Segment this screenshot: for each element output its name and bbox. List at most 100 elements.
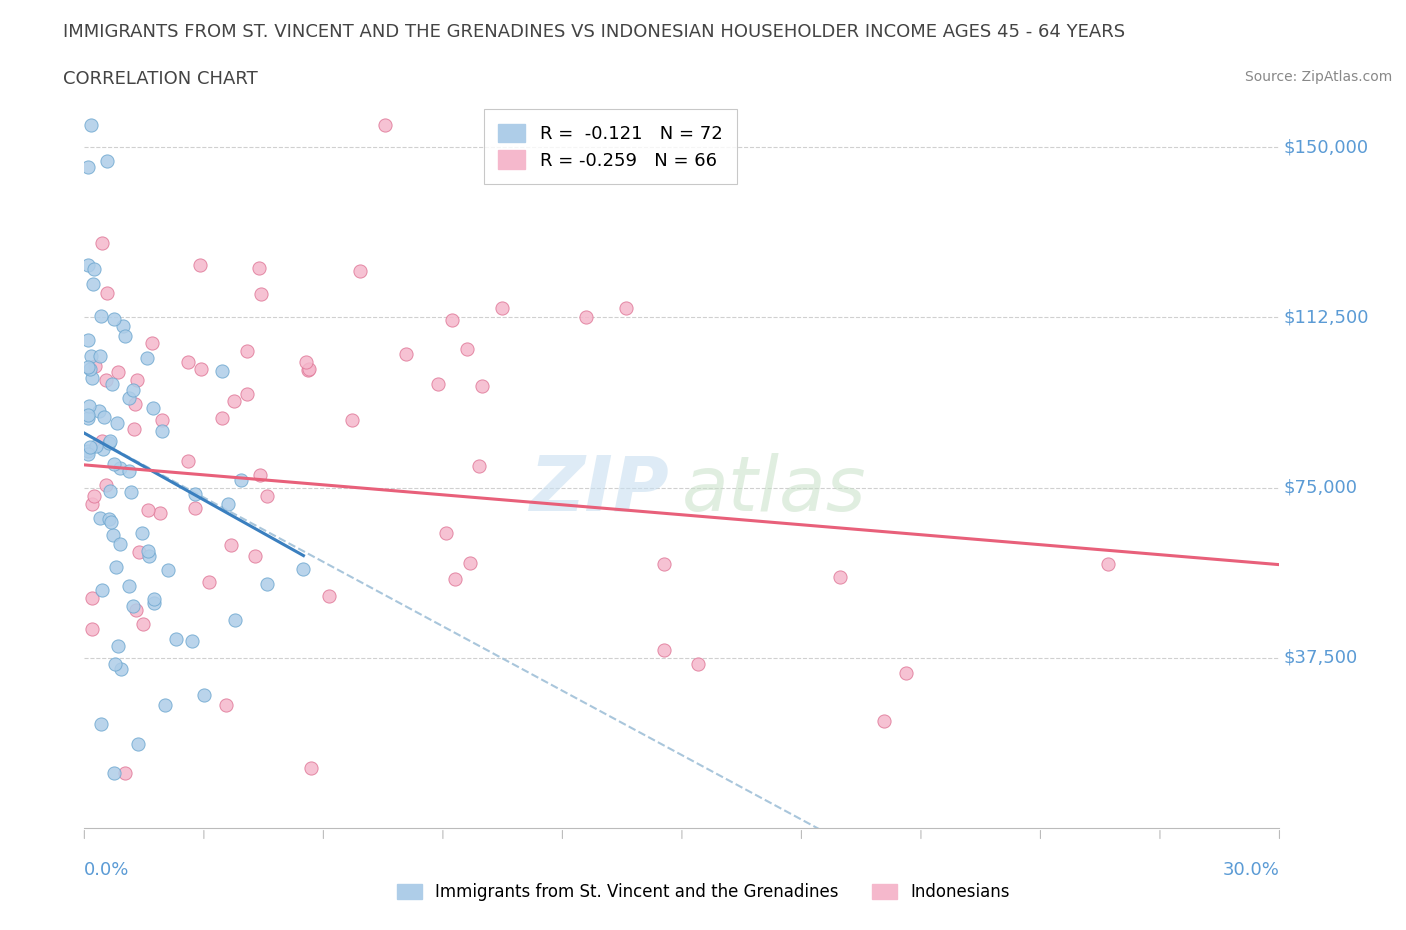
Text: IMMIGRANTS FROM ST. VINCENT AND THE GRENADINES VS INDONESIAN HOUSEHOLDER INCOME : IMMIGRANTS FROM ST. VINCENT AND THE GREN… (63, 23, 1125, 41)
Point (149, 506, 172, 521)
Point (298, 362, 321, 377)
Point (80, 348, 103, 363)
Point (125, 603, 148, 618)
Text: ZIP: ZIP (530, 453, 671, 526)
Point (121, 599, 143, 614)
Point (177, 453, 200, 468)
Point (872, 713, 894, 728)
Point (292, 562, 315, 577)
Text: $150,000: $150,000 (1284, 139, 1368, 156)
Point (101, 528, 124, 543)
Point (188, 258, 211, 272)
Point (103, 457, 125, 472)
Point (231, 473, 253, 488)
Point (150, 424, 173, 439)
Point (141, 336, 163, 351)
Point (77, 407, 100, 422)
Point (107, 365, 129, 379)
Point (456, 341, 478, 356)
Point (441, 312, 464, 327)
Point (181, 634, 204, 649)
Point (614, 300, 637, 315)
Point (177, 354, 200, 369)
Point (104, 657, 127, 671)
Point (87, 403, 110, 418)
Text: 30.0%: 30.0% (1223, 861, 1279, 879)
Point (426, 377, 449, 392)
Point (652, 557, 675, 572)
Point (894, 665, 917, 680)
Point (124, 421, 146, 436)
Point (256, 577, 278, 591)
Point (131, 525, 153, 540)
Point (471, 379, 494, 393)
Text: $37,500: $37,500 (1284, 648, 1357, 667)
Point (1097, 557, 1119, 572)
Point (468, 458, 491, 473)
Text: 0.0%: 0.0% (84, 861, 129, 879)
Point (107, 639, 129, 654)
Point (247, 260, 270, 275)
Point (105, 416, 128, 431)
Point (103, 312, 125, 326)
Point (142, 401, 165, 416)
Point (80, 117, 103, 132)
Point (215, 698, 238, 712)
Point (434, 526, 457, 541)
Point (211, 364, 233, 379)
Point (103, 765, 125, 780)
Point (114, 765, 136, 780)
Point (82, 496, 104, 511)
Point (217, 497, 239, 512)
Point (127, 737, 149, 751)
Point (295, 354, 318, 369)
Point (120, 485, 142, 499)
Point (143, 591, 166, 606)
Point (155, 698, 177, 713)
Point (374, 117, 396, 132)
Point (165, 631, 187, 646)
Point (444, 572, 467, 587)
Point (82, 591, 104, 605)
Point (340, 413, 363, 428)
Point (299, 761, 322, 776)
Point (98, 435, 121, 450)
Point (77, 399, 100, 414)
Point (93, 409, 115, 424)
Point (89, 511, 111, 525)
Point (245, 549, 267, 564)
Point (138, 548, 160, 563)
Point (77, 258, 100, 272)
Legend: Immigrants from St. Vincent and the Grenadines, Indonesians: Immigrants from St. Vincent and the Gren… (389, 876, 1017, 908)
Point (91, 434, 114, 449)
Point (96, 153, 118, 168)
Point (190, 362, 212, 377)
Point (250, 286, 273, 301)
Point (128, 545, 150, 560)
Text: Source: ZipAtlas.com: Source: ZipAtlas.com (1244, 70, 1392, 84)
Point (122, 382, 145, 397)
Point (91, 441, 114, 456)
Point (150, 412, 173, 427)
Point (110, 662, 132, 677)
Point (686, 657, 709, 671)
Point (458, 555, 481, 570)
Point (101, 377, 124, 392)
Point (118, 578, 141, 593)
Point (156, 563, 179, 578)
Point (96, 286, 118, 300)
Point (83, 261, 105, 276)
Point (184, 486, 207, 501)
Point (197, 575, 219, 590)
Point (349, 263, 371, 278)
Point (97, 512, 120, 527)
Point (90, 308, 112, 323)
Point (124, 397, 146, 412)
Point (77, 159, 100, 174)
Legend: R =  -0.121   N = 72, R = -0.259   N = 66: R = -0.121 N = 72, R = -0.259 N = 66 (484, 110, 737, 184)
Point (249, 468, 271, 483)
Point (94, 478, 117, 493)
Point (236, 387, 259, 402)
Point (193, 687, 215, 702)
Point (77, 446, 100, 461)
